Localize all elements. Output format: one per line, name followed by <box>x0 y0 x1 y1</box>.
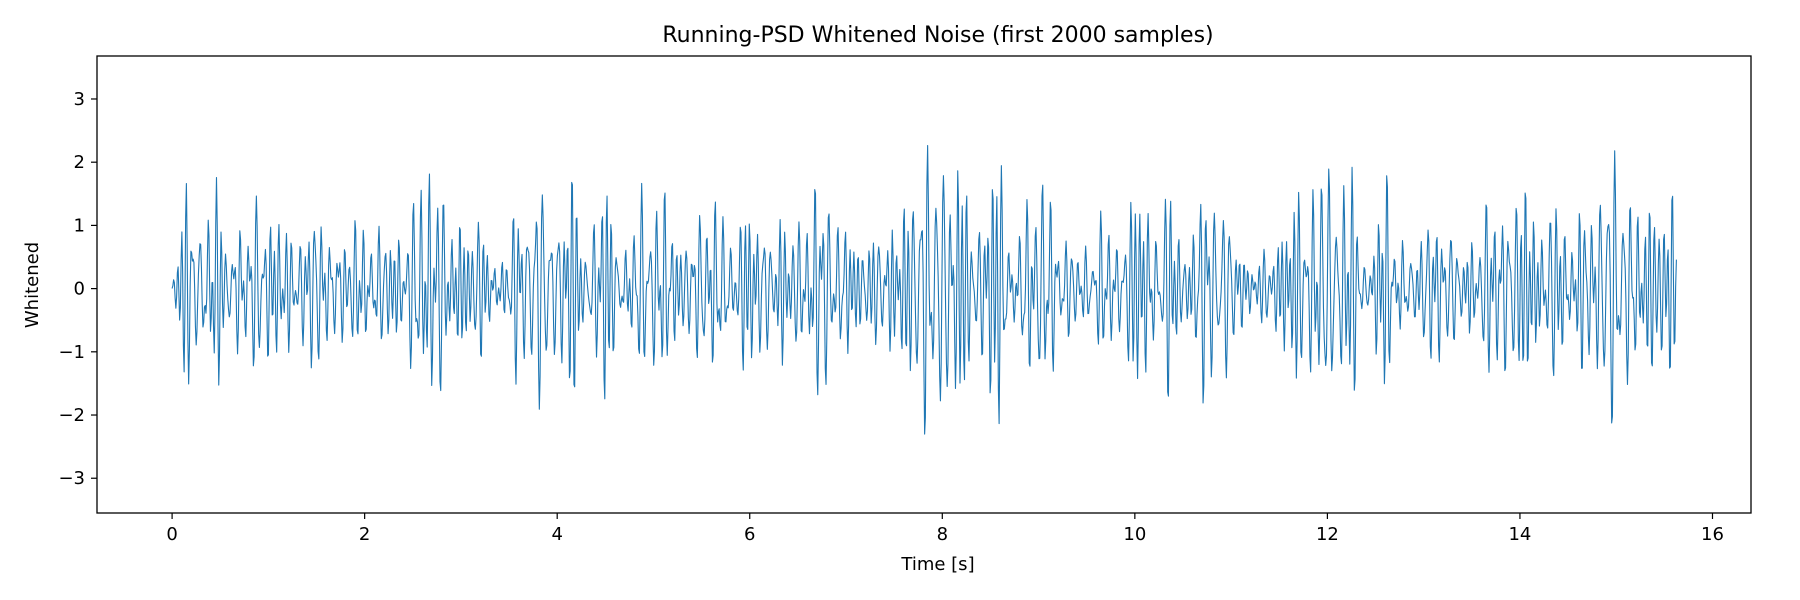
x-tick-label: 10 <box>1123 524 1146 545</box>
y-tick-label: −2 <box>58 405 85 426</box>
y-axis-label: Whitened <box>22 242 43 328</box>
y-tick-label: 2 <box>74 152 85 173</box>
y-tick-label: 0 <box>74 279 85 300</box>
y-axis: −3 −2 −1 0 1 2 3 <box>58 89 97 489</box>
x-tick-label: 14 <box>1508 524 1531 545</box>
y-tick-label: 1 <box>74 215 85 236</box>
y-tick-label: 3 <box>74 89 85 110</box>
x-tick-label: 2 <box>359 524 370 545</box>
plot-frame <box>96 55 1752 514</box>
plot-area <box>96 55 1752 514</box>
x-tick-label: 4 <box>551 524 562 545</box>
x-axis-label: Time [s] <box>900 554 974 575</box>
x-tick-label: 6 <box>744 524 755 545</box>
series-line-whitened <box>171 144 1677 435</box>
y-tick-label: −3 <box>58 468 85 489</box>
x-tick-label: 16 <box>1701 524 1724 545</box>
x-axis: 0 2 4 6 8 10 12 14 16 <box>166 513 1724 545</box>
chart-title: Running-PSD Whitened Noise (first 2000 s… <box>662 23 1213 48</box>
y-tick-label: −1 <box>58 342 85 363</box>
x-tick-label: 8 <box>937 524 948 545</box>
x-tick-label: 0 <box>166 524 177 545</box>
x-tick-label: 12 <box>1316 524 1339 545</box>
